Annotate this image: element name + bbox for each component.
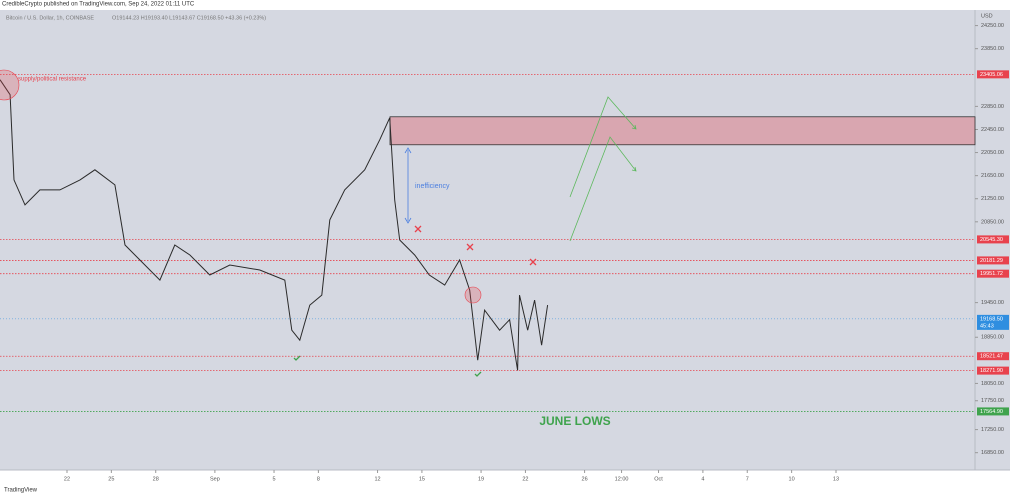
level-label: 18271.90 [980, 368, 1003, 374]
x-marker [529, 258, 537, 266]
projection-arrow [569, 136, 637, 242]
x-tick-label: 4 [701, 476, 704, 482]
x-marker [414, 225, 422, 233]
x-tick-label: 13 [833, 476, 839, 482]
x-marker [466, 243, 474, 251]
y-tick-label: 19450.00 [981, 300, 1004, 306]
level-label-box [977, 256, 1009, 265]
publisher: CredibleCrypto published on TradingView.… [2, 2, 195, 8]
x-tick-label: 25 [108, 476, 114, 482]
countdown: 45:43 [980, 323, 994, 329]
y-tick-label: 24250.00 [981, 23, 1004, 29]
y-tick-label: 22450.00 [981, 127, 1004, 133]
price-line [0, 79, 549, 371]
symbol-title: Bitcoin / U.S. Dollar, 1h, COINBASE [6, 15, 94, 21]
x-tick-label: 10 [789, 476, 795, 482]
resistance-label: supply/political resistance [18, 77, 87, 83]
x-tick-label: Sep [210, 476, 220, 482]
plot-background [0, 10, 975, 470]
x-tick-label: 26 [582, 476, 588, 482]
level-label: 23405.06 [980, 72, 1003, 78]
ohlc: O19144.23 H19193.40 L19143.67 C19168.50 … [112, 15, 266, 21]
level-label-box [977, 70, 1009, 79]
june-lows-label: JUNE LOWS [539, 414, 610, 428]
y-tick-label: 18850.00 [981, 335, 1004, 341]
x-tick-label: 12 [374, 476, 380, 482]
footer: TradingView [4, 488, 38, 494]
y-tick-label: 22850.00 [981, 104, 1004, 110]
level-label-box [977, 366, 1009, 375]
x-tick-label: 12:00 [615, 476, 629, 482]
y-tick-label: 22050.00 [981, 150, 1004, 156]
x-tick-label: 5 [272, 476, 275, 482]
highlight-circle [0, 69, 20, 101]
y-tick-label: 16850.00 [981, 450, 1004, 456]
y-tick-label: 17750.00 [981, 398, 1004, 404]
x-tick-label: Oct [654, 476, 663, 482]
arrow-head [404, 147, 412, 224]
y-tick-label: 17250.00 [981, 427, 1004, 433]
highlight-circle [464, 286, 482, 304]
y-tick-label: 23850.00 [981, 46, 1004, 52]
level-label: 17564.90 [980, 409, 1003, 415]
x-tick-label: 19 [478, 476, 484, 482]
level-label-box [977, 269, 1009, 278]
y-tick-label: 21650.00 [981, 173, 1004, 179]
level-label-box [977, 407, 1009, 416]
level-label-box [977, 352, 1009, 361]
last-price-label: 19168.50 [980, 316, 1003, 322]
x-tick-label: 22 [522, 476, 528, 482]
projection-arrow [569, 96, 637, 198]
last-price-box [977, 314, 1009, 330]
y-tick-label: 18050.00 [981, 381, 1004, 387]
x-tick-label: 22 [64, 476, 70, 482]
level-label: 19951.72 [980, 271, 1003, 277]
inefficiency-label: inefficiency [415, 183, 450, 190]
x-tick-label: 15 [419, 476, 425, 482]
level-label: 20181.29 [980, 258, 1003, 264]
level-label: 20545.30 [980, 237, 1003, 243]
x-tick-label: 28 [153, 476, 159, 482]
check-marker [474, 371, 482, 377]
y-tick-label: 20850.00 [981, 219, 1004, 225]
x-tick-label: 7 [746, 476, 749, 482]
level-label: 18521.47 [980, 354, 1003, 360]
x-tick-label: 8 [317, 476, 320, 482]
level-label-box [977, 235, 1009, 244]
check-marker [293, 355, 301, 361]
y-tick-label: 21250.00 [981, 196, 1004, 202]
axis-unit: USD [981, 13, 993, 19]
supply-zone [389, 116, 976, 146]
